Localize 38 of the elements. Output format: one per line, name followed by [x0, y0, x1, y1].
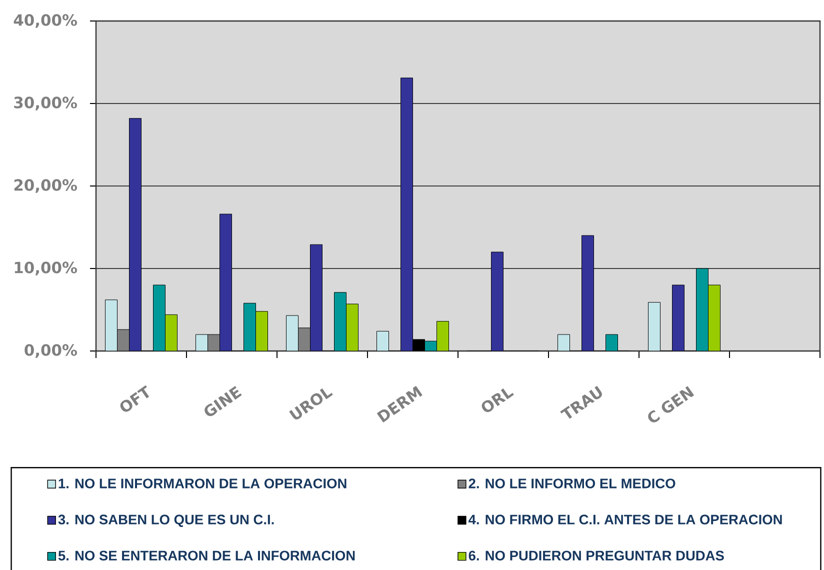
bar [696, 268, 709, 351]
bar [346, 304, 358, 351]
bar [298, 328, 310, 351]
legend-label: 3. NO SABEN LO QUE ES UN C.I. [58, 514, 274, 527]
bar [558, 334, 570, 351]
bar [582, 236, 594, 351]
legend-label: 4. NO FIRMO EL C.I. ANTES DE LA OPERACION [468, 514, 782, 524]
bar [165, 314, 178, 351]
bar [196, 334, 208, 351]
bar [672, 284, 685, 351]
y-tick-label: 20,00% [14, 179, 78, 193]
bar [117, 329, 130, 351]
bar [220, 214, 232, 351]
bar [153, 284, 166, 351]
bar [606, 334, 618, 351]
bar [376, 330, 389, 351]
bar [334, 292, 346, 351]
bar [648, 302, 661, 351]
x-tick-label: ORL [482, 388, 514, 412]
bar [400, 78, 413, 351]
bar [244, 302, 256, 351]
legend-label: 1. NO LE INFORMARON DE LA OPERACION [58, 478, 346, 488]
bar [286, 315, 298, 351]
bar [256, 311, 268, 351]
bar [105, 300, 118, 351]
bar [310, 244, 322, 351]
bar [129, 118, 142, 351]
bar [436, 321, 449, 351]
legend-label: 5. NO SE ENTERARON DE LA INFORMACION [58, 550, 355, 560]
y-tick-label: 40,00% [14, 14, 78, 28]
y-tick-label: 30,00% [14, 96, 78, 110]
bar [491, 252, 504, 351]
legend-label: 2. NO LE INFORMO EL MEDICO [468, 478, 676, 488]
bar [208, 334, 220, 351]
y-tick-label: 10,00% [14, 262, 78, 276]
bar [708, 284, 721, 351]
legend-label: 6. NO PUDIERON PREGUNTAR DUDAS [468, 550, 724, 560]
y-tick-label: 0,00% [24, 344, 77, 358]
